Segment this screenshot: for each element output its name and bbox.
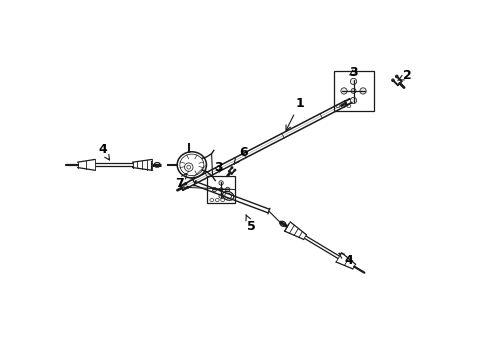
Bar — [207, 176, 235, 203]
Text: 3: 3 — [214, 161, 222, 175]
Circle shape — [351, 89, 356, 93]
Circle shape — [220, 188, 223, 191]
Circle shape — [350, 78, 357, 85]
Circle shape — [225, 187, 230, 192]
Text: 6: 6 — [234, 146, 248, 164]
Circle shape — [212, 187, 217, 192]
Bar — [334, 71, 373, 111]
Text: 7: 7 — [175, 174, 187, 190]
Circle shape — [360, 88, 366, 94]
Circle shape — [219, 194, 223, 198]
Circle shape — [219, 181, 223, 185]
Circle shape — [350, 97, 357, 104]
Text: 4: 4 — [98, 143, 110, 160]
Text: 5: 5 — [246, 215, 255, 233]
Text: 3: 3 — [349, 66, 358, 79]
Text: 1: 1 — [286, 97, 304, 130]
Text: 4: 4 — [339, 253, 353, 267]
Circle shape — [341, 88, 347, 94]
Text: 2: 2 — [398, 69, 412, 82]
